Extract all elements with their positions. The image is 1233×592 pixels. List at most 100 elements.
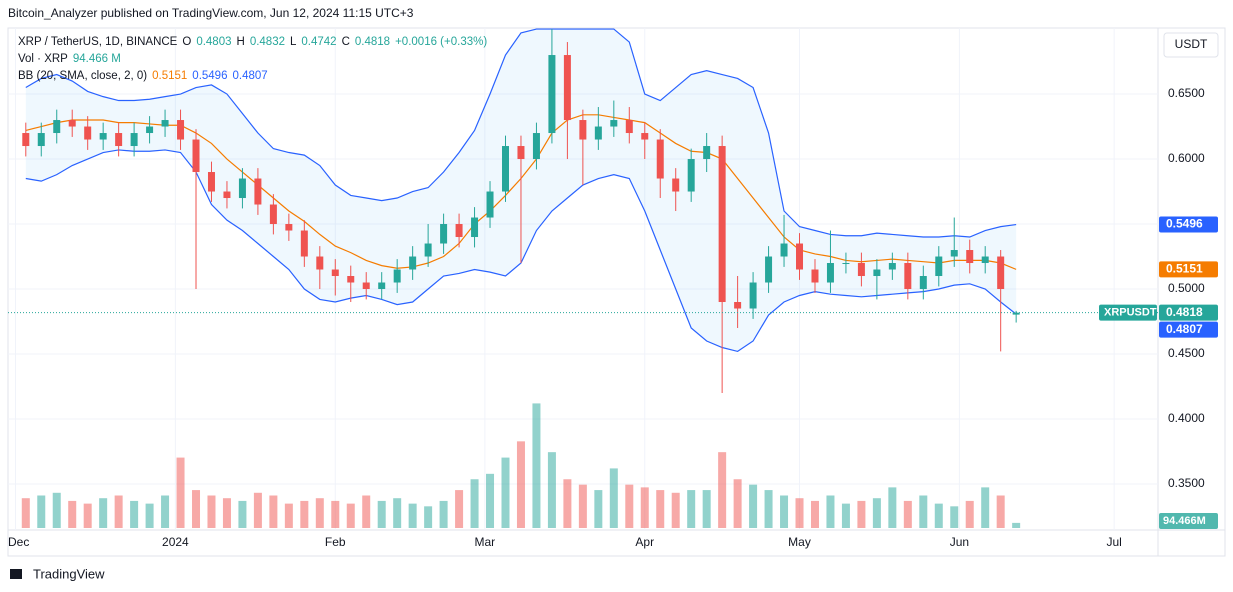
candle-body [703, 146, 711, 160]
bb-upper-value-box [1159, 216, 1218, 233]
volume-bar [578, 484, 587, 528]
last-price-value: 0.4818 [1166, 305, 1203, 319]
volume-bar [780, 495, 789, 528]
x-tick-label: May [788, 535, 811, 549]
volume-bar [284, 503, 293, 528]
open-value: 0.4803 [196, 36, 231, 48]
bb-name: BB (20, SMA, close, 2, 0) [18, 70, 147, 82]
candle-body [409, 256, 417, 270]
candle-body [625, 120, 633, 134]
candle-body [1012, 312, 1020, 315]
x-tick-label: 2024 [162, 535, 189, 549]
volume-bar [687, 490, 696, 528]
brand: TradingView [10, 566, 105, 581]
candle-body [718, 146, 726, 303]
volume-bar [393, 498, 402, 528]
ohlc-label: L [290, 36, 297, 48]
candle-body [966, 250, 974, 264]
bb-middle-legend: 0.5151 [152, 70, 187, 82]
y-tick-label: 0.4500 [1168, 346, 1205, 360]
volume-bar [563, 479, 572, 528]
volume-bar [1012, 522, 1021, 528]
candle-body [579, 120, 587, 140]
candle-body [99, 133, 107, 140]
candle-body [393, 269, 401, 283]
candle-body [842, 263, 850, 265]
candle-body [22, 133, 30, 147]
candle-body [254, 178, 262, 205]
currency-button[interactable] [1163, 32, 1219, 58]
volume-legend-value: 94.466 M [73, 53, 121, 65]
volume-bar [609, 468, 618, 528]
volume-bar [315, 498, 324, 528]
candle-body [563, 55, 571, 121]
volume-bar [269, 495, 278, 528]
bb-lower-legend: 0.4807 [232, 70, 267, 82]
ohlc-label: O [182, 36, 191, 48]
volume-bar [52, 492, 61, 528]
candle-body [285, 224, 293, 231]
candle-body [904, 263, 912, 290]
candle-body [130, 133, 138, 147]
brand-logo [10, 569, 22, 579]
candle-body [177, 120, 185, 140]
volume-bar [300, 500, 309, 528]
candle-body [796, 243, 804, 270]
candle-body [672, 178, 680, 192]
ohlc-label: C [342, 36, 350, 48]
candle-body [424, 243, 432, 257]
low-value: 0.4742 [301, 36, 336, 48]
volume-bar [362, 495, 371, 528]
volume-bar [37, 495, 46, 528]
volume-bar [83, 503, 92, 528]
bb-lower-value-box [1159, 321, 1218, 338]
y-tick-label: 0.4000 [1168, 411, 1205, 425]
candle-body [347, 276, 355, 283]
volume-bar [161, 495, 170, 528]
candle-body [594, 126, 602, 140]
candle-body [765, 256, 773, 283]
candle-body [331, 269, 339, 277]
last-price-value-box [1159, 304, 1218, 321]
volume-bar [130, 500, 139, 528]
candle-body [950, 250, 958, 257]
candle-body [440, 224, 448, 244]
candle-body [641, 133, 649, 140]
volume-bar [594, 490, 603, 528]
publisher: Bitcoin_Analyzer published on TradingVie… [8, 6, 414, 20]
volume-bar [439, 500, 448, 528]
x-tick-label: Jun [950, 535, 969, 549]
volume-bar [68, 500, 77, 528]
bb-upper-value: 0.5496 [1166, 217, 1203, 231]
candle-body [68, 120, 76, 127]
volume-bar [222, 498, 231, 528]
candle-body [207, 172, 215, 192]
candle-body [811, 269, 819, 283]
y-tick-label: 0.6000 [1168, 151, 1205, 165]
candle-body [548, 55, 556, 134]
candle-body [517, 146, 525, 160]
candle-body [734, 302, 742, 309]
bb-upper [25, 28, 1017, 238]
volume-bar [21, 498, 30, 528]
currency[interactable]: USDT [1175, 37, 1208, 51]
ticker-box [1099, 304, 1157, 321]
volume-value-box [1159, 513, 1218, 529]
candle-body [826, 263, 834, 283]
volume-bar [795, 498, 804, 528]
volume-bar [702, 490, 711, 528]
volume-bar [733, 479, 742, 528]
candle-body [857, 263, 865, 277]
volume-bar [934, 503, 943, 528]
candle-body [300, 230, 308, 257]
x-tick-label: Mar [475, 535, 496, 549]
ticker: XRPUSDT [1104, 307, 1157, 319]
volume-bar [965, 500, 974, 528]
volume-value: 94.466M [1163, 515, 1206, 527]
candle-body [610, 120, 618, 127]
candle-body [981, 256, 989, 264]
candle-body [501, 146, 509, 192]
bb-middle-value: 0.5151 [1166, 262, 1203, 276]
change: +0.0016 (+0.33%) [395, 36, 487, 48]
